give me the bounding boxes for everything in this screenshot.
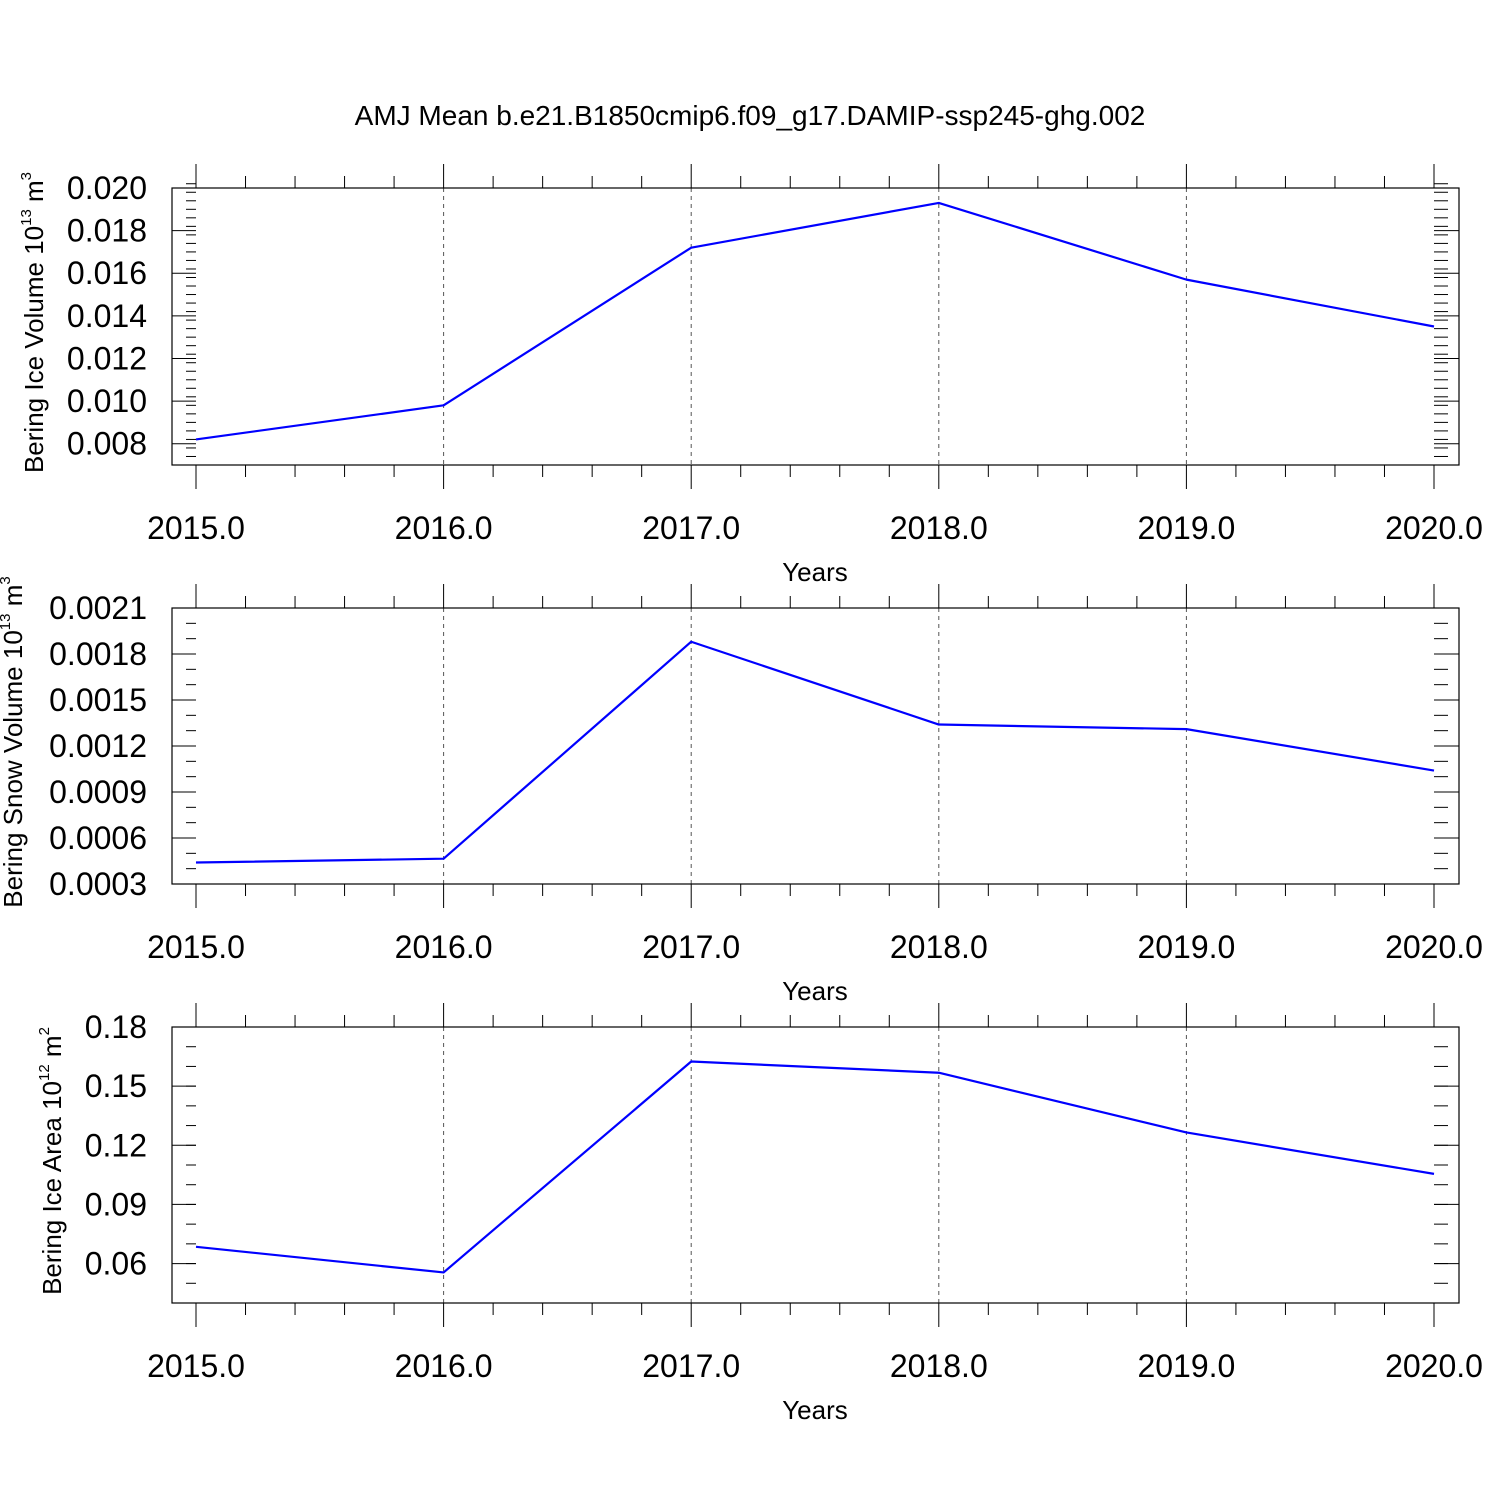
y-tick-label: 0.0003 bbox=[49, 866, 147, 902]
y-tick-label: 0.014 bbox=[67, 298, 147, 334]
y-tick-label: 0.008 bbox=[67, 426, 147, 462]
plot-frame bbox=[171, 607, 1460, 885]
y-axis-label-superscript: 12 bbox=[36, 1064, 53, 1081]
y-tick-label: 0.010 bbox=[67, 383, 147, 419]
panel-1: 0.008 0.010 0.012 0.014 0.016 0.018 0.020 2015.… bbox=[18, 164, 1483, 587]
x-axis-label: Years bbox=[782, 976, 848, 1006]
y-axis-label-superscript: 13 bbox=[18, 209, 35, 226]
y-axis-label: Bering Snow Volume 1013 m3 bbox=[0, 576, 28, 907]
y-tick-label: 0.018 bbox=[67, 213, 147, 249]
x-tick-label: 2015.0 bbox=[147, 929, 245, 965]
x-tick-label: 2015.0 bbox=[147, 1348, 245, 1384]
panel-3: 0.06 0.09 0.12 0.15 0.18 2015.0 2016.0 2017.0 20… bbox=[36, 1003, 1483, 1425]
y-tick-label: 0.0015 bbox=[49, 682, 147, 718]
y-axis-label-text: Bering Snow Volume 10 bbox=[0, 630, 28, 908]
y-tick-label: 0.012 bbox=[67, 340, 147, 376]
x-axis-label: Years bbox=[782, 557, 848, 587]
x-tick-label: 2017.0 bbox=[642, 510, 740, 546]
y-tick-label: 0.0021 bbox=[49, 590, 147, 626]
x-tick-label: 2016.0 bbox=[395, 510, 493, 546]
panel-2: 0.0003 0.0006 0.0009 0.0012 0.0015 0.0018 0.00… bbox=[0, 576, 1483, 1006]
x-tick-label: 2018.0 bbox=[890, 929, 988, 965]
y-tick-label: 0.12 bbox=[85, 1127, 147, 1163]
series-line bbox=[195, 201, 1435, 441]
x-tick-label: 2019.0 bbox=[1137, 929, 1235, 965]
y-tick-label: 0.0009 bbox=[49, 774, 147, 810]
y-axis-label-superscript: 3 bbox=[0, 576, 14, 584]
y-axis-label-text: m bbox=[37, 1035, 67, 1064]
y-axis-label-text: Bering Ice Volume 10 bbox=[19, 226, 49, 473]
plot-frame bbox=[171, 187, 1460, 466]
y-tick-label: 0.0006 bbox=[49, 820, 147, 856]
y-tick-label: 0.0018 bbox=[49, 636, 147, 672]
x-tick-label: 2018.0 bbox=[890, 1348, 988, 1384]
x-tick-label: 2020.0 bbox=[1385, 929, 1483, 965]
y-axis-label: Bering Ice Area 1012 m2 bbox=[36, 1027, 67, 1295]
y-tick-label: 0.0012 bbox=[49, 728, 147, 764]
y-axis-label-text: m bbox=[0, 585, 28, 614]
x-tick-label: 2018.0 bbox=[890, 510, 988, 546]
y-tick-label: 0.06 bbox=[85, 1246, 147, 1282]
x-tick-label: 2015.0 bbox=[147, 510, 245, 546]
y-axis-label-text: Bering Ice Area 10 bbox=[37, 1081, 67, 1295]
x-tick-label: 2016.0 bbox=[395, 1348, 493, 1384]
y-tick-label: 0.18 bbox=[85, 1009, 147, 1045]
y-axis-label-superscript: 2 bbox=[36, 1027, 53, 1035]
x-tick-label: 2020.0 bbox=[1385, 510, 1483, 546]
y-axis-label-superscript: 13 bbox=[0, 614, 14, 631]
x-tick-label: 2019.0 bbox=[1137, 510, 1235, 546]
plot-frame bbox=[171, 1026, 1460, 1304]
series-line bbox=[195, 640, 1435, 864]
y-tick-label: 0.15 bbox=[85, 1068, 147, 1104]
y-tick-label: 0.09 bbox=[85, 1186, 147, 1222]
y-tick-label: 0.016 bbox=[67, 255, 147, 291]
y-axis-label-superscript: 3 bbox=[18, 172, 35, 180]
y-axis-label: Bering Ice Volume 1013 m3 bbox=[18, 172, 49, 473]
y-axis-label-text: m bbox=[19, 180, 49, 209]
x-tick-label: 2017.0 bbox=[642, 929, 740, 965]
x-tick-label: 2017.0 bbox=[642, 1348, 740, 1384]
series-line bbox=[195, 1060, 1435, 1274]
x-tick-label: 2020.0 bbox=[1385, 1348, 1483, 1384]
chart-title: AMJ Mean b.e21.B1850cmip6.f09_g17.DAMIP-… bbox=[355, 100, 1146, 131]
x-axis-label: Years bbox=[782, 1395, 848, 1425]
y-tick-label: 0.020 bbox=[67, 170, 147, 206]
x-tick-label: 2019.0 bbox=[1137, 1348, 1235, 1384]
x-tick-label: 2016.0 bbox=[395, 929, 493, 965]
